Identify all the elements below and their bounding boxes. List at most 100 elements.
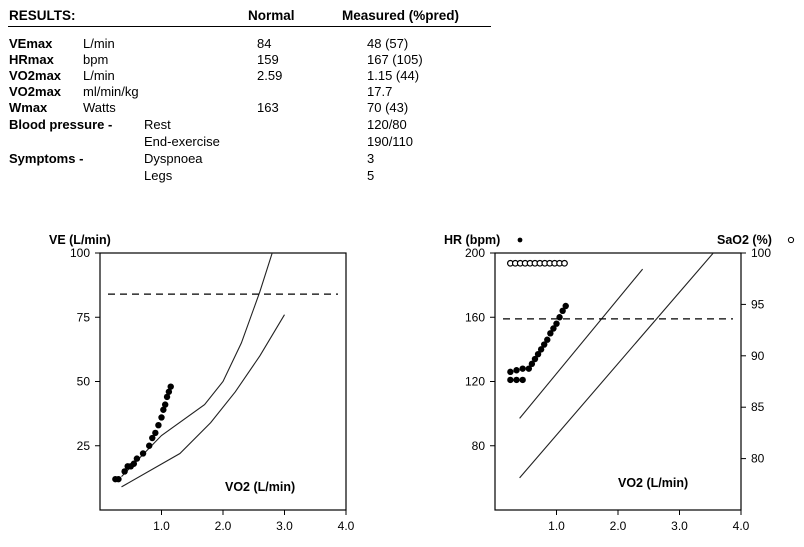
ve-point: [160, 406, 167, 413]
legs-label: Legs: [144, 168, 173, 183]
row-unit: L/min: [83, 68, 115, 83]
header-rule: [8, 26, 491, 27]
ve-chart: VE (L/min) VO2 (L/min) 25 50 75 100 1.0 2.0 3…: [49, 233, 355, 533]
bp-end-label: End-exercise: [144, 134, 220, 149]
hr-ylabel: HR (bpm): [444, 233, 500, 247]
results-title: RESULTS:: [9, 8, 76, 23]
y-tick-label: 75: [77, 310, 91, 324]
hr-point: [528, 360, 536, 368]
dyspnoea-label: Dyspnoea: [144, 151, 203, 166]
ve-point: [165, 388, 173, 395]
row-unit: bpm: [83, 52, 109, 67]
hr-point: [507, 376, 514, 384]
y2-tick-label: 95: [751, 297, 765, 311]
y2-tick-label: 90: [751, 349, 765, 363]
hr-point: [507, 368, 514, 376]
reference-line: [519, 268, 644, 419]
y2-tick-label: 100: [751, 246, 771, 260]
hr-xlabel: VO2 (L/min): [618, 476, 688, 490]
ve-point: [121, 468, 128, 475]
row-measured: 1.15 (44): [367, 68, 420, 83]
row-name: VEmax: [9, 36, 53, 51]
bp-end-value: 190/110: [367, 134, 414, 149]
y-tick-label: 100: [70, 246, 90, 260]
hr-plot-frame: [494, 252, 742, 511]
row-normal: 2.59: [257, 68, 283, 83]
ve-point: [149, 434, 156, 442]
row-name: Wmax: [9, 100, 48, 115]
row-unit: ml/min/kg: [83, 84, 139, 99]
hr-point: [559, 307, 566, 315]
row-measured: 167 (105): [367, 52, 423, 67]
hr-point: [547, 330, 554, 337]
hr-point: [553, 320, 560, 327]
hr-point: [513, 376, 520, 384]
y-tick-label: 160: [465, 310, 485, 324]
y-tick-label: 50: [77, 375, 91, 389]
ve-point: [161, 401, 169, 408]
ve-point: [158, 414, 165, 421]
legs-value: 5: [367, 168, 375, 183]
y-tick-label: 80: [472, 439, 486, 453]
x-tick-label: 3.0: [671, 519, 688, 533]
hr-point: [519, 365, 526, 372]
sao2-point: [561, 259, 568, 267]
y2-tick-label: 80: [751, 452, 765, 466]
bp-rest-value: 120/80: [367, 117, 407, 132]
ve-point: [155, 421, 162, 429]
hr-point: [513, 367, 520, 374]
x-tick-label: 2.0: [610, 519, 627, 533]
x-tick-label: 3.0: [276, 519, 293, 533]
row-name: VO2max: [9, 68, 62, 83]
x-tick-label: 1.0: [548, 519, 565, 533]
ve-xlabel: VO2 (L/min): [225, 480, 295, 494]
ve-point: [167, 383, 174, 390]
ve-ylabel: VE (L/min): [49, 233, 111, 247]
ve-point: [115, 475, 122, 483]
ve-point: [133, 455, 141, 462]
row-name: HRmax: [9, 52, 54, 67]
hr-chart: HR (bpm) SaO2 (%) VO2 (L/min) 80 120 160 20…: [444, 233, 795, 533]
sao2-legend-circle: [787, 236, 795, 244]
dyspnoea-value: 3: [367, 151, 375, 166]
y-tick-label: 25: [77, 439, 91, 453]
hr-point: [556, 314, 563, 321]
row-unit: Watts: [83, 100, 116, 115]
reference-line: [519, 253, 715, 479]
bp-rest-label: Rest: [144, 117, 171, 132]
ve-point: [152, 429, 159, 437]
sao2-ylabel: SaO2 (%): [717, 233, 772, 247]
x-tick-label: 2.0: [215, 519, 232, 533]
hr-legend-dot: [517, 237, 523, 243]
reference-line: [121, 314, 285, 488]
symptoms-label: Symptoms -: [9, 151, 84, 166]
y-tick-label: 120: [465, 375, 485, 389]
row-name: VO2max: [9, 84, 62, 99]
row-normal: 84: [257, 36, 272, 51]
row-measured: 70 (43): [367, 100, 409, 115]
hr-point: [550, 325, 557, 332]
hr-point: [537, 346, 545, 353]
row-normal: 159: [257, 52, 279, 67]
row-normal: 163: [257, 100, 279, 115]
row-measured: 48 (57): [367, 36, 409, 51]
x-tick-label: 1.0: [153, 519, 170, 533]
hr-point: [541, 341, 548, 348]
normal-header: Normal: [248, 8, 295, 23]
x-tick-label: 4.0: [733, 519, 750, 533]
y2-tick-label: 85: [751, 400, 765, 414]
ve-point: [130, 460, 138, 467]
measured-header: Measured (%pred): [342, 8, 460, 23]
hr-point: [525, 365, 533, 372]
ve-point: [139, 450, 147, 457]
hr-point: [519, 376, 526, 384]
y-tick-label: 200: [465, 246, 485, 260]
ve-point: [146, 442, 153, 449]
hr-point: [562, 302, 569, 310]
ve-point: [163, 393, 171, 401]
reference-line: [121, 253, 273, 477]
bp-label: Blood pressure -: [9, 117, 113, 132]
row-measured: 17.7: [367, 84, 393, 99]
hr-point: [531, 355, 539, 363]
